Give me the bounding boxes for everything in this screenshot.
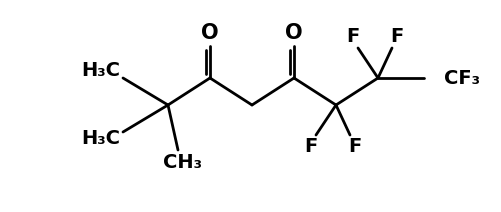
Text: F: F bbox=[346, 26, 359, 46]
Text: F: F bbox=[348, 138, 361, 156]
Text: H₃C: H₃C bbox=[81, 61, 120, 81]
Text: CF₃: CF₃ bbox=[443, 68, 479, 88]
Text: O: O bbox=[285, 23, 302, 43]
Text: F: F bbox=[390, 26, 403, 46]
Text: O: O bbox=[201, 23, 218, 43]
Text: H₃C: H₃C bbox=[81, 130, 120, 148]
Text: F: F bbox=[304, 138, 317, 156]
Text: CH₃: CH₃ bbox=[163, 153, 202, 173]
